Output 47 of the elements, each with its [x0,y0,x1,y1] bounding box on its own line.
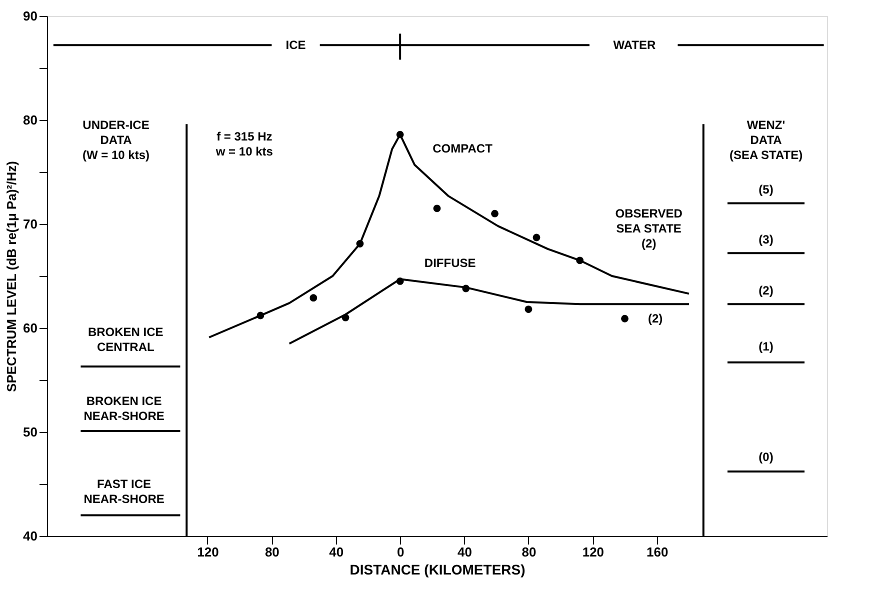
y-tick-label: 50 [23,424,38,440]
annotation: WENZ' DATA (SEA STATE) [729,118,803,162]
annotation: (5) [758,182,774,197]
series-label: COMPACT [432,142,494,156]
annotation: FAST ICE NEAR-SHORE [84,477,164,506]
annotation: (3) [758,232,774,247]
annotation: (0) [758,450,774,464]
point [396,130,404,138]
annotation: UNDER-ICE DATA (W = 10 kts) [82,118,150,162]
y-tick-label: 90 [23,8,38,24]
annotation: OBSERVED SEA STATE (2) [615,206,683,251]
point [532,234,540,242]
point [524,306,532,313]
x-tick-label: 40 [458,544,472,560]
point [356,240,364,248]
point [342,314,350,322]
point [576,256,584,264]
x-tick-label: 80 [522,544,536,560]
annotation: BROKEN ICE NEAR-SHORE [84,394,164,423]
point [462,284,470,292]
annotation: WATER [613,38,656,52]
y-axis-title: SPECTRUM LEVEL (dB re(1μ Pa)²/Hz) [4,161,20,392]
annotation: ICE [286,38,306,52]
y-tick-label: 80 [23,112,38,128]
series-label: DIFFUSE [424,256,476,270]
point [433,204,441,212]
y-tick-label: 70 [23,216,38,232]
annotation: (2) [758,284,774,298]
x-tick-label: 0 [396,544,404,560]
x-tick-label: 40 [329,544,344,560]
annotation: (2) [648,312,663,326]
x-tick-label: 80 [264,544,280,560]
x-tick-label: 120 [582,544,604,560]
annotation: f = 315 Hz w = 10 kts [214,130,274,159]
point [310,294,318,302]
point [621,314,628,322]
x-tick-label: 160 [646,544,668,560]
y-tick-label: 40 [23,528,38,544]
annotation: BROKEN ICE CENTRAL [88,325,164,354]
point [491,210,498,218]
y-tick-label: 60 [23,320,38,336]
point [396,278,404,285]
annotation: (1) [758,340,774,354]
line-series [288,278,690,345]
x-axis-title: DISTANCE (KILOMETERS) [350,562,526,578]
x-tick-label: 120 [197,544,219,560]
point [256,312,264,320]
